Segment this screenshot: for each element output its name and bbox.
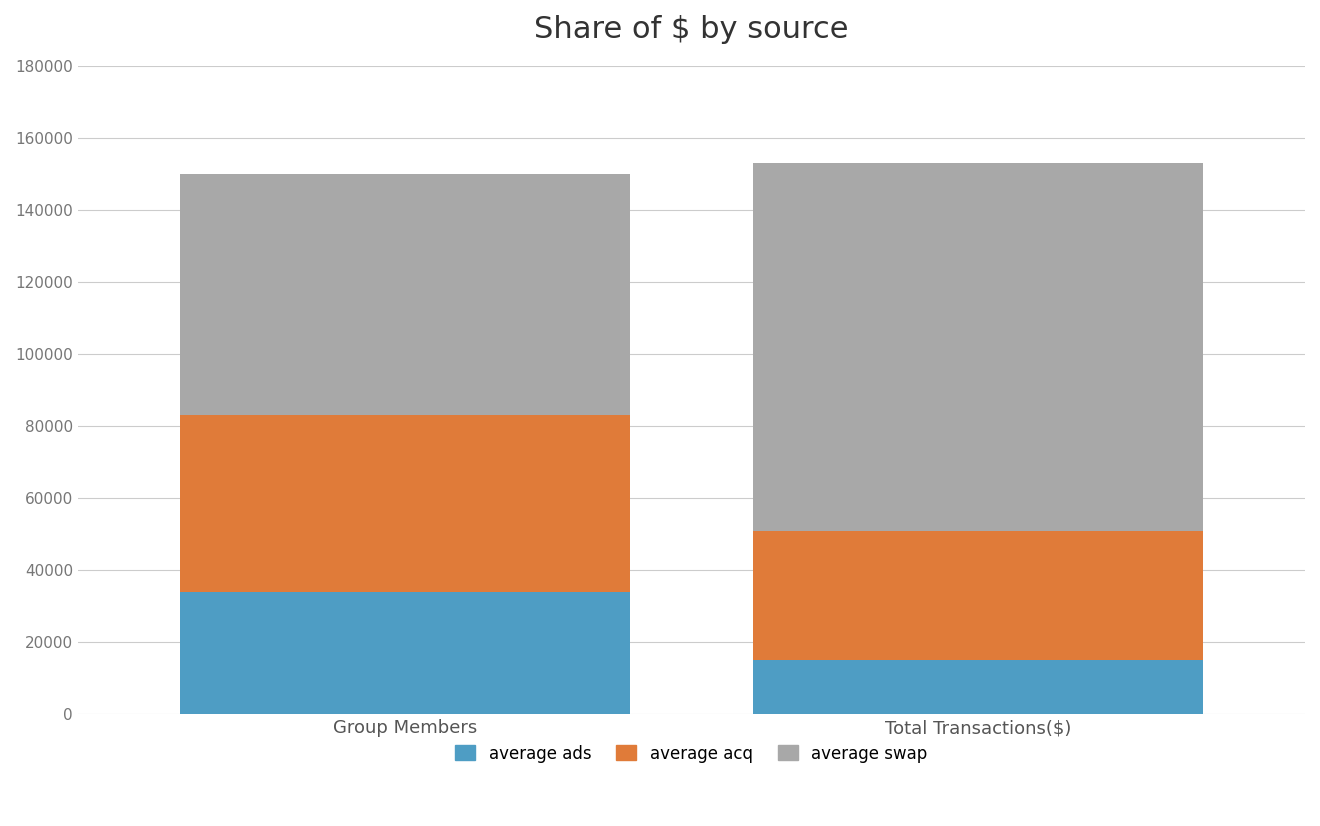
Bar <box>180 415 630 592</box>
Bar <box>752 530 1203 660</box>
Bar <box>752 660 1203 714</box>
Title: Share of $ by source: Share of $ by source <box>535 15 849 44</box>
Bar <box>752 163 1203 530</box>
Bar <box>180 592 630 714</box>
Legend: average ads, average acq, average swap: average ads, average acq, average swap <box>447 736 936 771</box>
Bar <box>180 174 630 415</box>
